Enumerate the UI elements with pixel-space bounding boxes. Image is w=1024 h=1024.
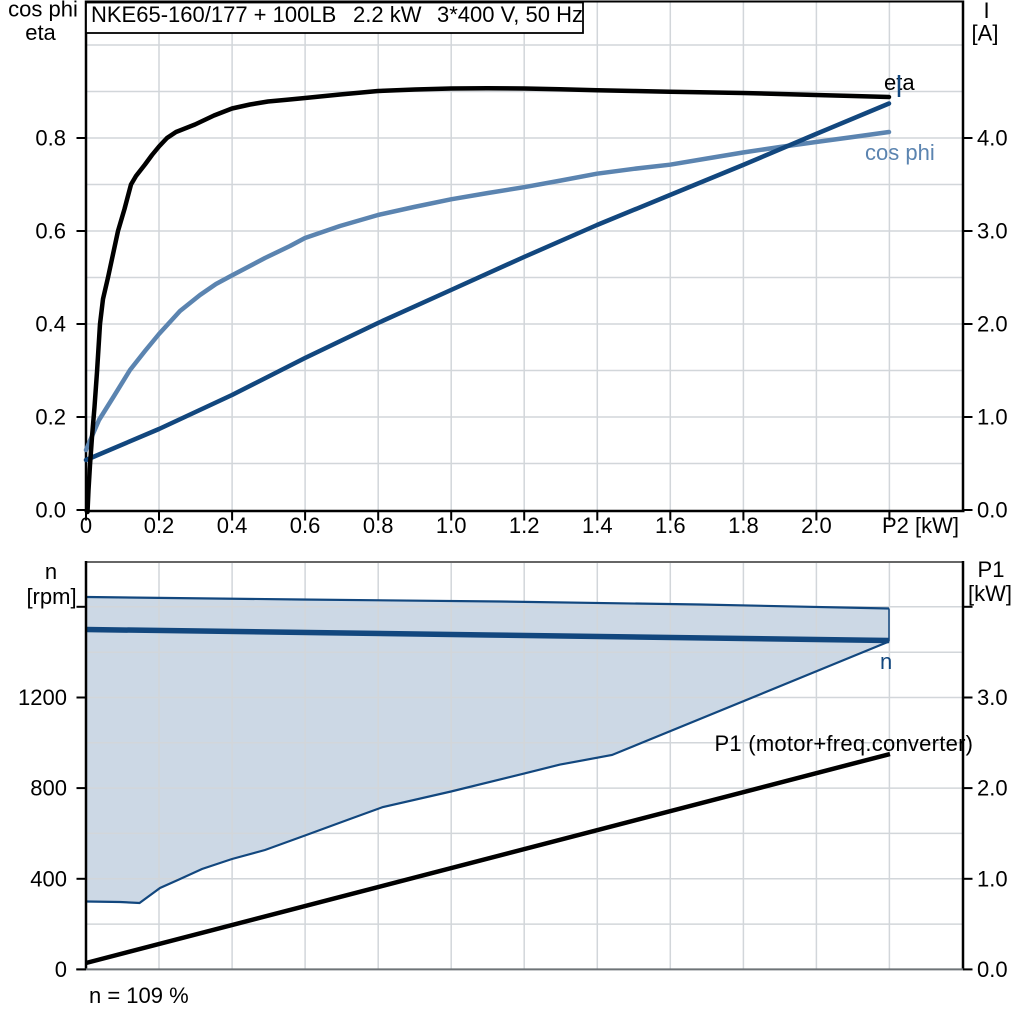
svg-text:P1 (motor+freq.converter): P1 (motor+freq.converter) [715, 731, 974, 756]
svg-text:0.0: 0.0 [977, 498, 1008, 523]
svg-text:4.0: 4.0 [977, 126, 1008, 151]
svg-text:eta: eta [25, 20, 56, 45]
svg-text:0.0: 0.0 [35, 498, 66, 523]
svg-text:n = 109 %: n = 109 % [89, 983, 189, 1008]
svg-text:1200: 1200 [18, 685, 67, 710]
svg-text:0: 0 [80, 513, 92, 538]
svg-text:2.0: 2.0 [977, 312, 1008, 337]
svg-text:1.6: 1.6 [655, 513, 686, 538]
svg-text:3.0: 3.0 [977, 685, 1008, 710]
svg-text:3*400 V, 50 Hz: 3*400 V, 50 Hz [437, 2, 583, 27]
svg-text:cos phi: cos phi [865, 140, 935, 165]
svg-text:I: I [983, 0, 989, 23]
svg-text:0.2: 0.2 [35, 405, 66, 430]
svg-text:0.0: 0.0 [977, 957, 1008, 982]
svg-text:0.6: 0.6 [35, 219, 66, 244]
svg-text:1.2: 1.2 [509, 513, 540, 538]
svg-text:1.0: 1.0 [436, 513, 467, 538]
svg-text:2.0: 2.0 [977, 776, 1008, 801]
svg-text:NKE65-160/177 + 100LB: NKE65-160/177 + 100LB [91, 2, 336, 27]
svg-text:n: n [45, 559, 57, 584]
svg-text:P2 [kW]: P2 [kW] [882, 513, 959, 538]
svg-text:0.8: 0.8 [363, 513, 394, 538]
svg-text:2.0: 2.0 [801, 513, 832, 538]
svg-text:0.4: 0.4 [35, 312, 66, 337]
svg-text:cos phi: cos phi [8, 0, 78, 22]
svg-text:1.0: 1.0 [977, 866, 1008, 891]
svg-text:0.4: 0.4 [217, 513, 248, 538]
svg-text:1.0: 1.0 [977, 405, 1008, 430]
svg-text:3.0: 3.0 [977, 219, 1008, 244]
svg-text:1.4: 1.4 [582, 513, 613, 538]
svg-text:400: 400 [30, 866, 67, 891]
svg-text:n: n [880, 649, 892, 674]
svg-text:2.2 kW: 2.2 kW [353, 2, 422, 27]
svg-text:P1: P1 [978, 557, 1005, 582]
svg-text:[rpm]: [rpm] [26, 584, 76, 609]
svg-text:0.6: 0.6 [290, 513, 321, 538]
svg-text:800: 800 [30, 776, 67, 801]
svg-text:[A]: [A] [972, 21, 999, 46]
svg-text:0.2: 0.2 [144, 513, 175, 538]
svg-text:0.8: 0.8 [35, 126, 66, 151]
svg-text:1.8: 1.8 [728, 513, 759, 538]
svg-text:[kW]: [kW] [968, 581, 1012, 606]
svg-text:0: 0 [55, 957, 67, 982]
